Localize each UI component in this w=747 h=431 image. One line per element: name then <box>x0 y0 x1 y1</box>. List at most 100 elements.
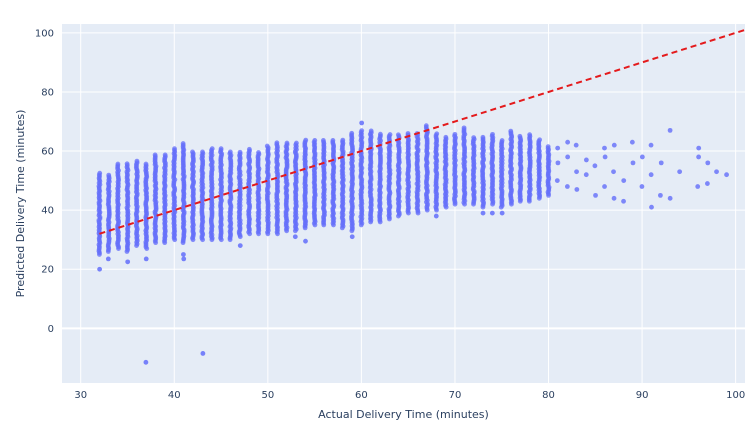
data-point <box>218 146 224 152</box>
data-point <box>256 150 261 155</box>
data-point <box>330 138 336 143</box>
data-point <box>648 172 654 178</box>
data-point <box>583 172 589 178</box>
data-point <box>423 123 429 129</box>
data-point <box>705 181 710 186</box>
data-point <box>611 169 616 175</box>
data-point <box>180 141 186 146</box>
data-point <box>200 351 206 356</box>
y-axis-title: Predicted Delivery Time (minutes) <box>14 110 27 298</box>
data-point <box>480 210 486 216</box>
data-point <box>629 139 635 145</box>
data-point <box>471 135 477 141</box>
data-point <box>695 184 701 189</box>
data-point <box>611 142 617 148</box>
y-tick-label: 80 <box>41 87 54 98</box>
data-point <box>349 130 355 136</box>
data-point <box>490 131 495 137</box>
data-point <box>124 161 130 167</box>
data-point <box>555 160 561 166</box>
data-point <box>621 198 626 204</box>
x-tick-label: 70 <box>449 390 462 401</box>
data-point <box>611 195 617 201</box>
data-point <box>677 169 683 175</box>
data-point <box>209 146 215 152</box>
data-point <box>152 152 158 158</box>
data-point <box>499 138 505 143</box>
data-point <box>246 146 252 152</box>
data-point <box>480 134 486 140</box>
x-axis-title: Actual Delivery Time (minutes) <box>318 408 489 421</box>
data-point <box>527 132 533 138</box>
data-point <box>237 243 243 249</box>
data-point <box>434 131 440 137</box>
data-point <box>312 138 318 143</box>
x-tick-label: 100 <box>726 390 745 401</box>
data-point <box>181 252 186 257</box>
y-tick-label: 20 <box>41 265 54 276</box>
x-tick-label: 90 <box>636 390 649 401</box>
data-point <box>303 137 309 143</box>
data-point <box>639 184 645 189</box>
data-point <box>658 160 664 166</box>
data-point <box>537 137 543 143</box>
y-tick-labels: 0 20 40 60 80 100 <box>35 28 54 334</box>
y-tick-label: 40 <box>41 206 54 217</box>
data-point <box>555 145 561 151</box>
data-point <box>583 157 589 163</box>
data-point <box>97 266 103 272</box>
data-point <box>630 160 636 166</box>
data-point <box>340 137 346 143</box>
data-point <box>405 131 411 136</box>
data-point <box>106 172 112 178</box>
data-point <box>508 128 514 134</box>
x-tick-labels: 30 40 50 60 70 80 90 100 <box>74 390 745 401</box>
data-point <box>292 234 298 240</box>
data-point <box>125 259 131 265</box>
data-point <box>237 149 243 155</box>
data-point <box>134 158 140 164</box>
data-point <box>190 149 195 155</box>
data-point <box>667 127 673 133</box>
data-point <box>433 213 439 219</box>
data-point <box>461 125 467 131</box>
data-point <box>639 154 645 160</box>
data-point <box>443 134 449 140</box>
data-point <box>592 163 598 169</box>
data-point <box>565 139 571 145</box>
data-point <box>667 195 673 201</box>
data-point <box>565 154 571 160</box>
data-point <box>359 120 365 126</box>
data-point <box>115 161 121 167</box>
data-point <box>714 169 719 175</box>
data-point <box>564 184 570 189</box>
data-point <box>294 140 299 146</box>
data-point <box>181 256 187 262</box>
x-tick-label: 60 <box>355 390 368 401</box>
data-point <box>349 234 355 240</box>
y-tick-label: 0 <box>48 324 54 335</box>
data-point <box>554 178 560 184</box>
data-point <box>602 145 607 151</box>
y-tick-label: 60 <box>41 147 54 158</box>
data-point <box>320 138 326 143</box>
data-point <box>724 172 729 178</box>
data-point <box>696 145 702 151</box>
data-point <box>489 210 495 216</box>
x-tick-label: 40 <box>168 390 181 401</box>
data-point <box>602 154 608 160</box>
data-point <box>649 204 654 210</box>
data-point <box>359 128 365 134</box>
data-point <box>264 143 270 149</box>
data-point <box>368 128 374 134</box>
data-point <box>97 170 103 176</box>
reference-line <box>99 28 746 235</box>
data-point <box>648 142 654 148</box>
data-point <box>705 160 711 166</box>
data-point <box>303 238 308 244</box>
y-tick-label: 100 <box>35 28 54 39</box>
data-point <box>621 178 627 184</box>
data-point <box>227 149 233 155</box>
data-point <box>143 161 149 167</box>
data-point <box>284 140 290 146</box>
